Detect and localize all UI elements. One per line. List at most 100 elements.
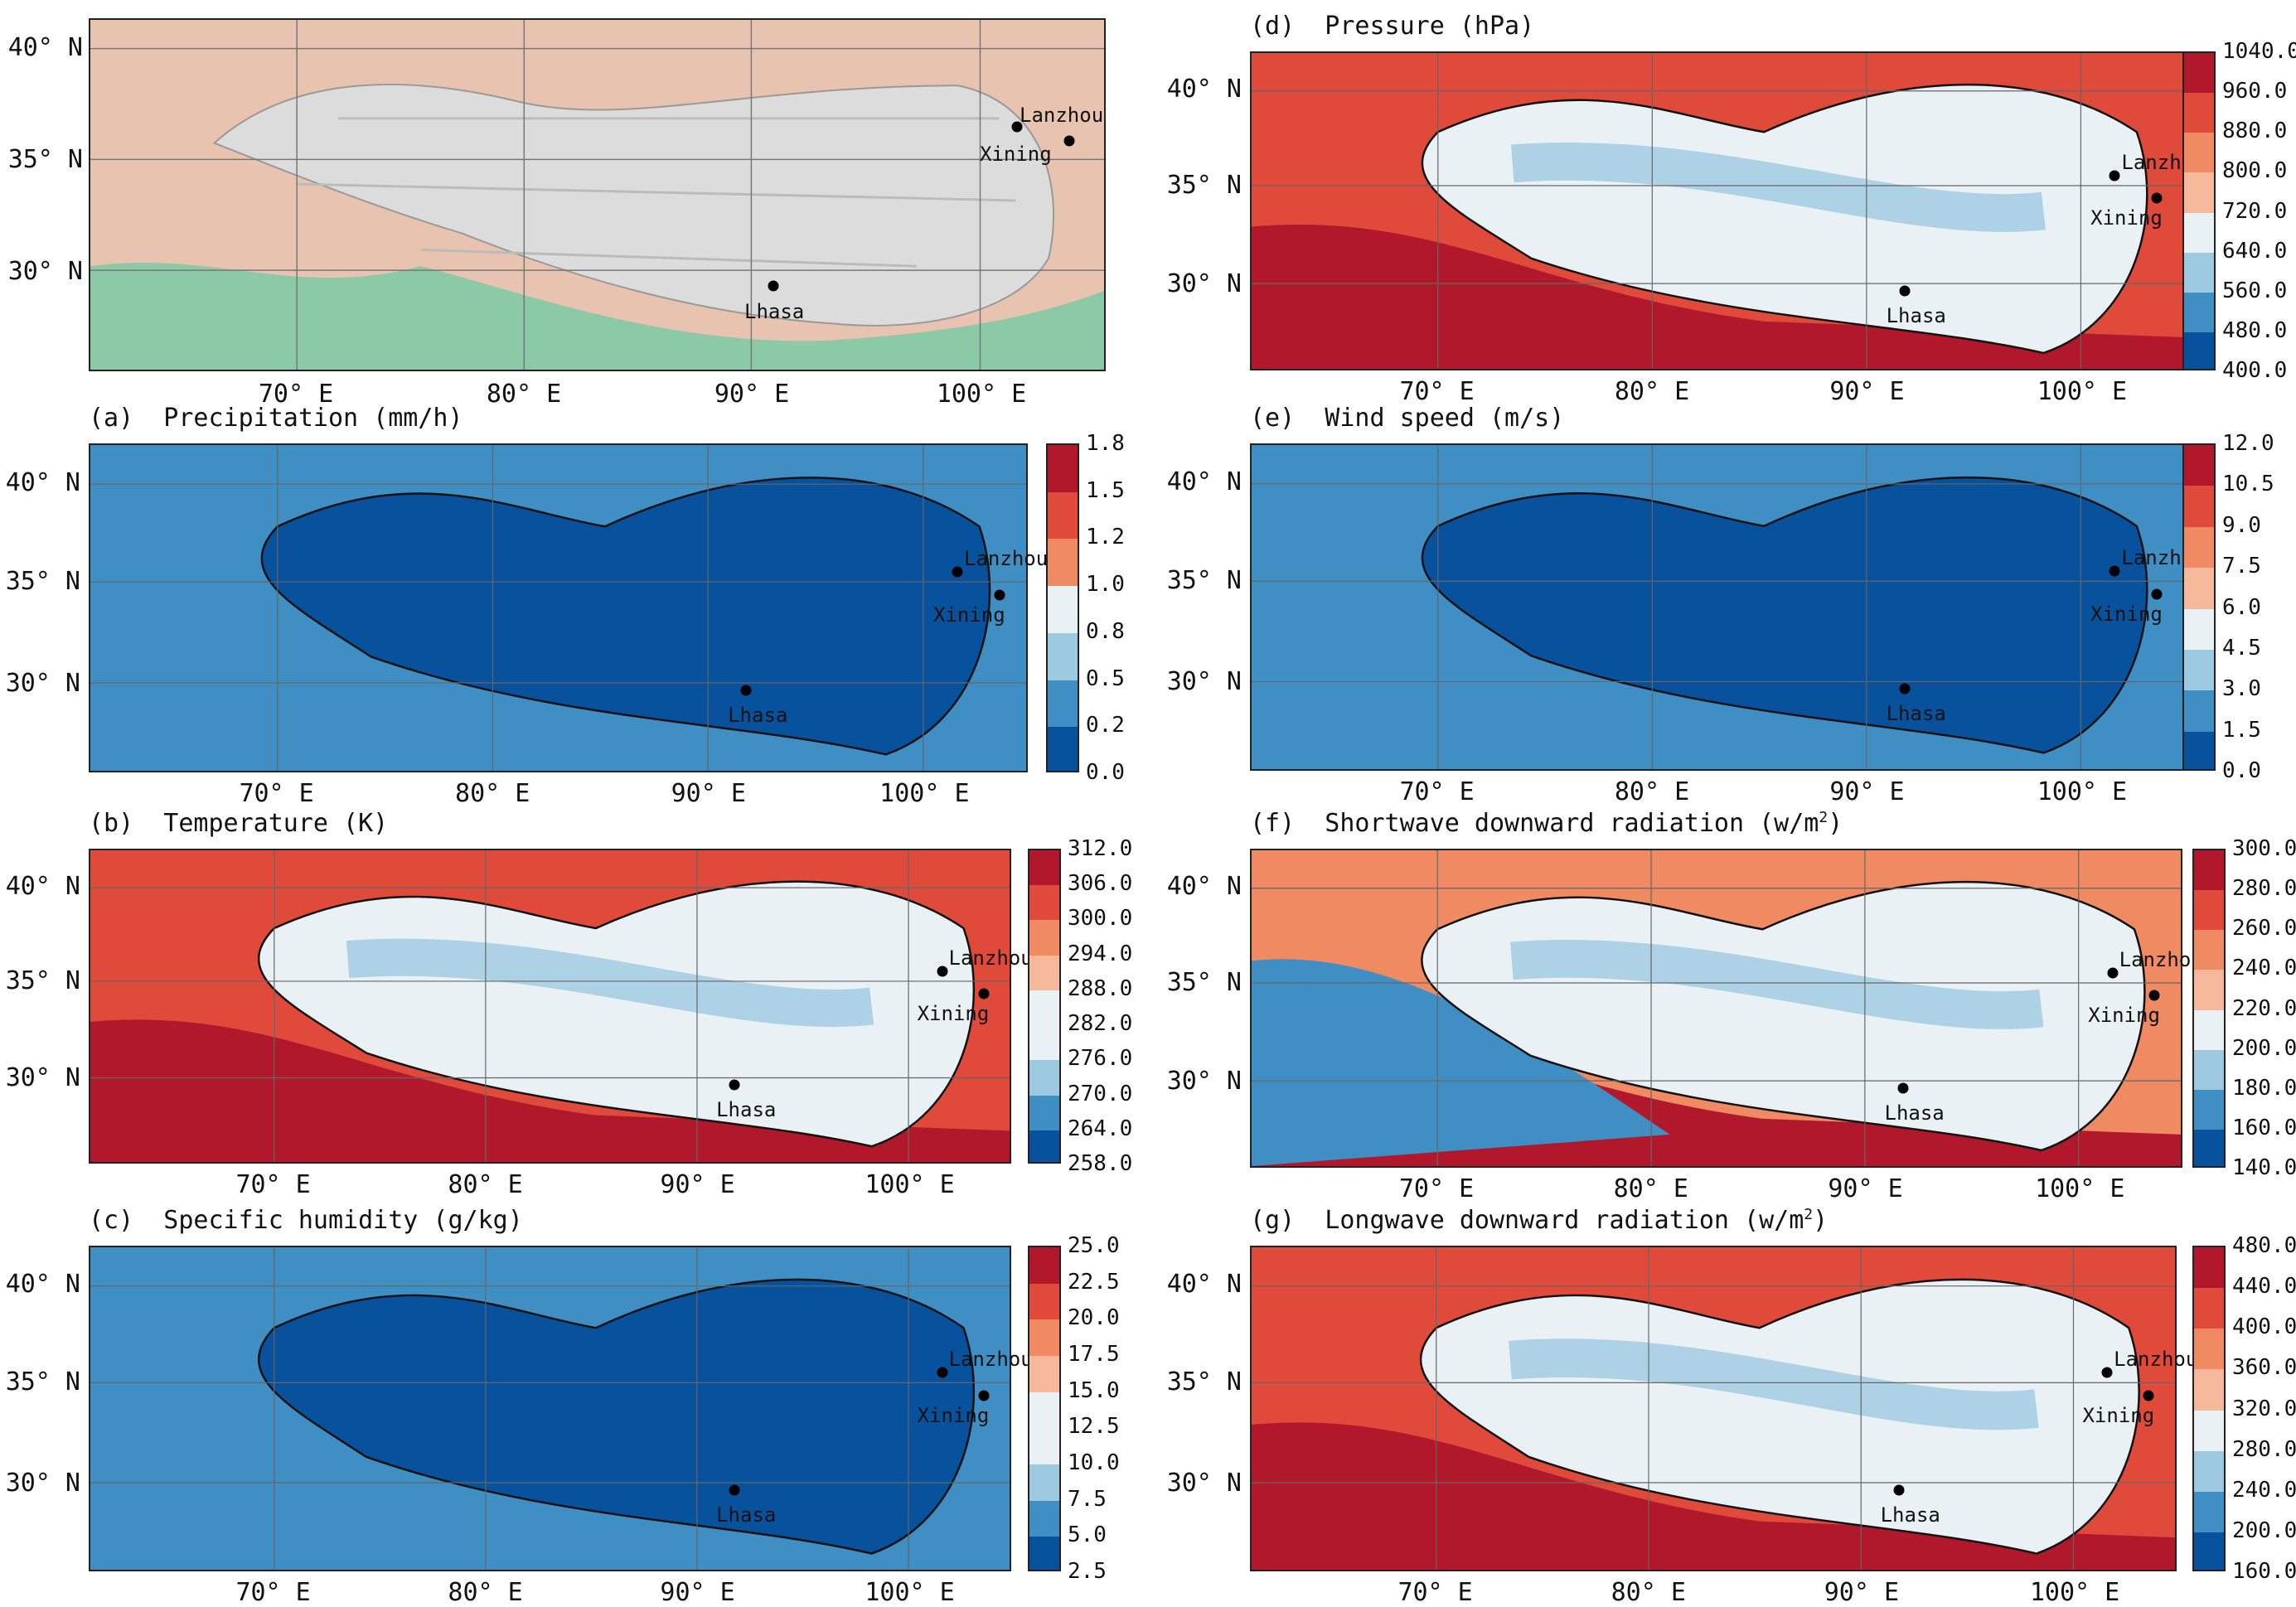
lat-label-c-1: 35° N bbox=[5, 1367, 80, 1397]
plateau-outline bbox=[257, 1278, 976, 1555]
lat-label-f-2: 30° N bbox=[1166, 1067, 1242, 1096]
xining-label-a: Xining bbox=[933, 603, 1005, 627]
colorbar-step-c-0 bbox=[1029, 1247, 1059, 1284]
lon-label-d-1: 80° E bbox=[1614, 377, 1690, 406]
lon-label-b-1: 80° E bbox=[448, 1170, 523, 1199]
colorbar-c bbox=[1028, 1246, 1061, 1571]
lon-label-d-3: 100° E bbox=[2037, 377, 2128, 406]
xining-marker-a bbox=[994, 589, 1005, 601]
colorbar-tick-c-6: 10.0 bbox=[1068, 1450, 1120, 1475]
lhasa-label-g: Lhasa bbox=[1880, 1503, 1940, 1527]
colorbar-tick-c-7: 7.5 bbox=[1068, 1486, 1107, 1512]
colorbar-tick-f-8: 140.0 bbox=[2232, 1155, 2296, 1180]
colorbar-step-f-1 bbox=[2194, 890, 2224, 931]
panel-title-c: (c) Specific humidity (g/kg) bbox=[89, 1206, 523, 1235]
colorbar-step-e-3 bbox=[2184, 568, 2214, 609]
xining-label-b: Xining bbox=[917, 1001, 990, 1025]
lon-label-d-2: 90° E bbox=[1829, 377, 1905, 406]
colorbar-step-f-3 bbox=[2194, 970, 2224, 1010]
colorbar-step-c-1 bbox=[1029, 1283, 1059, 1320]
colorbar-tick-b-1: 306.0 bbox=[1068, 871, 1133, 897]
colorbar-step-f-0 bbox=[2194, 850, 2224, 891]
lat-label-f-1: 35° N bbox=[1166, 967, 1242, 997]
colorbar-d bbox=[2182, 51, 2216, 370]
xining-marker-b bbox=[978, 988, 990, 1000]
xining-label-d: Xining bbox=[2090, 206, 2163, 230]
colorbar-step-a-2 bbox=[1048, 539, 1078, 587]
colorbar-tick-g-5: 280.0 bbox=[2232, 1436, 2296, 1462]
lon-label-d-0: 70° E bbox=[1399, 377, 1475, 406]
colorbar-step-b-5 bbox=[1029, 1025, 1059, 1061]
colorbar-tick-c-8: 5.0 bbox=[1068, 1522, 1107, 1548]
colorbar-tick-b-4: 288.0 bbox=[1068, 975, 1133, 1001]
colorbar-tick-a-1: 1.5 bbox=[1086, 477, 1125, 503]
colorbar-tick-a-2: 1.2 bbox=[1086, 525, 1125, 550]
lat-label-a-0: 40° N bbox=[5, 467, 80, 497]
lanzhou-label: Lanzhou bbox=[1020, 104, 1104, 127]
lhasa-marker-a bbox=[740, 685, 752, 696]
colorbar-step-f-4 bbox=[2194, 1009, 2224, 1050]
lat-label-g-0: 40° N bbox=[1166, 1270, 1242, 1300]
lhasa-label-f: Lhasa bbox=[1884, 1101, 1945, 1125]
colorbar-g bbox=[2192, 1246, 2226, 1571]
lon-label-b-3: 100° E bbox=[865, 1170, 955, 1199]
colorbar-tick-c-1: 22.5 bbox=[1068, 1269, 1120, 1295]
colorbar-step-c-6 bbox=[1029, 1464, 1059, 1501]
xining-marker-f bbox=[2148, 990, 2160, 1001]
colorbar-tick-c-4: 15.0 bbox=[1068, 1377, 1120, 1403]
colorbar-tick-f-7: 160.0 bbox=[2232, 1115, 2296, 1140]
colorbar-tick-g-3: 360.0 bbox=[2232, 1355, 2296, 1381]
terrain-lon-70: 70° E bbox=[258, 380, 334, 409]
lat-label-a-2: 30° N bbox=[5, 668, 80, 698]
colorbar-tick-d-3: 800.0 bbox=[2222, 158, 2288, 184]
colorbar-tick-a-3: 1.0 bbox=[1086, 572, 1125, 598]
terrain-lat-30: 30° N bbox=[7, 257, 83, 286]
xining-marker bbox=[1063, 135, 1075, 147]
lon-label-g-1: 80° E bbox=[1611, 1578, 1686, 1607]
colorbar-tick-d-8: 400.0 bbox=[2222, 358, 2288, 383]
colorbar-tick-e-8: 0.0 bbox=[2222, 758, 2261, 783]
lhasa-marker-c bbox=[729, 1484, 740, 1496]
lanzhou-label-c: Lanzhou bbox=[948, 1348, 1033, 1372]
lat-label-b-2: 30° N bbox=[5, 1063, 80, 1093]
colorbar-step-b-8 bbox=[1029, 1130, 1059, 1162]
colorbar-tick-f-6: 180.0 bbox=[2232, 1075, 2296, 1101]
lhasa-label-d: Lhasa bbox=[1886, 303, 1946, 327]
lon-label-a-3: 100° E bbox=[879, 779, 970, 808]
lhasa-label-c: Lhasa bbox=[716, 1503, 777, 1527]
colorbar-tick-d-0: 1040.0 bbox=[2222, 39, 2296, 64]
colorbar-step-g-1 bbox=[2194, 1288, 2224, 1329]
plateau-band bbox=[1510, 940, 2044, 1029]
colorbar-step-g-2 bbox=[2194, 1329, 2224, 1370]
panel-title-e: (e) Wind speed (m/s) bbox=[1250, 404, 1565, 433]
colorbar-tick-c-5: 12.5 bbox=[1068, 1414, 1120, 1440]
lon-label-c-0: 70° E bbox=[235, 1578, 311, 1607]
lanzhou-label-g: Lanzhou bbox=[2114, 1348, 2198, 1372]
lon-label-c-2: 90° E bbox=[660, 1578, 735, 1607]
map-g bbox=[1250, 1246, 2177, 1571]
lat-label-c-0: 40° N bbox=[5, 1270, 80, 1300]
colorbar-tick-e-4: 6.0 bbox=[2222, 594, 2261, 620]
colorbar-step-f-7 bbox=[2194, 1129, 2224, 1166]
colorbar-step-d-6 bbox=[2184, 292, 2214, 332]
colorbar-tick-e-1: 10.5 bbox=[2222, 472, 2274, 497]
terrain-lon-100: 100° E bbox=[936, 380, 1027, 409]
colorbar-step-f-5 bbox=[2194, 1049, 2224, 1090]
colorbar-step-d-0 bbox=[2184, 53, 2214, 94]
colorbar-f bbox=[2192, 849, 2226, 1168]
lhasa-marker-e bbox=[1899, 683, 1911, 695]
colorbar-tick-d-5: 640.0 bbox=[2222, 238, 2288, 264]
terrain-map bbox=[89, 18, 1106, 371]
lon-label-f-0: 70° E bbox=[1398, 1174, 1475, 1203]
colorbar-tick-b-5: 282.0 bbox=[1068, 1011, 1133, 1037]
colorbar-tick-c-3: 17.5 bbox=[1068, 1342, 1120, 1367]
lat-label-g-1: 35° N bbox=[1166, 1367, 1242, 1397]
colorbar-tick-g-4: 320.0 bbox=[2232, 1396, 2296, 1421]
map-c bbox=[89, 1246, 1011, 1571]
lon-label-g-0: 70° E bbox=[1397, 1578, 1473, 1607]
lon-label-g-2: 90° E bbox=[1824, 1578, 1900, 1607]
colorbar-tick-a-7: 0.0 bbox=[1086, 760, 1125, 785]
lhasa-label-b: Lhasa bbox=[716, 1098, 777, 1121]
colorbar-step-e-2 bbox=[2184, 526, 2214, 569]
plateau-band bbox=[1509, 1338, 2039, 1430]
